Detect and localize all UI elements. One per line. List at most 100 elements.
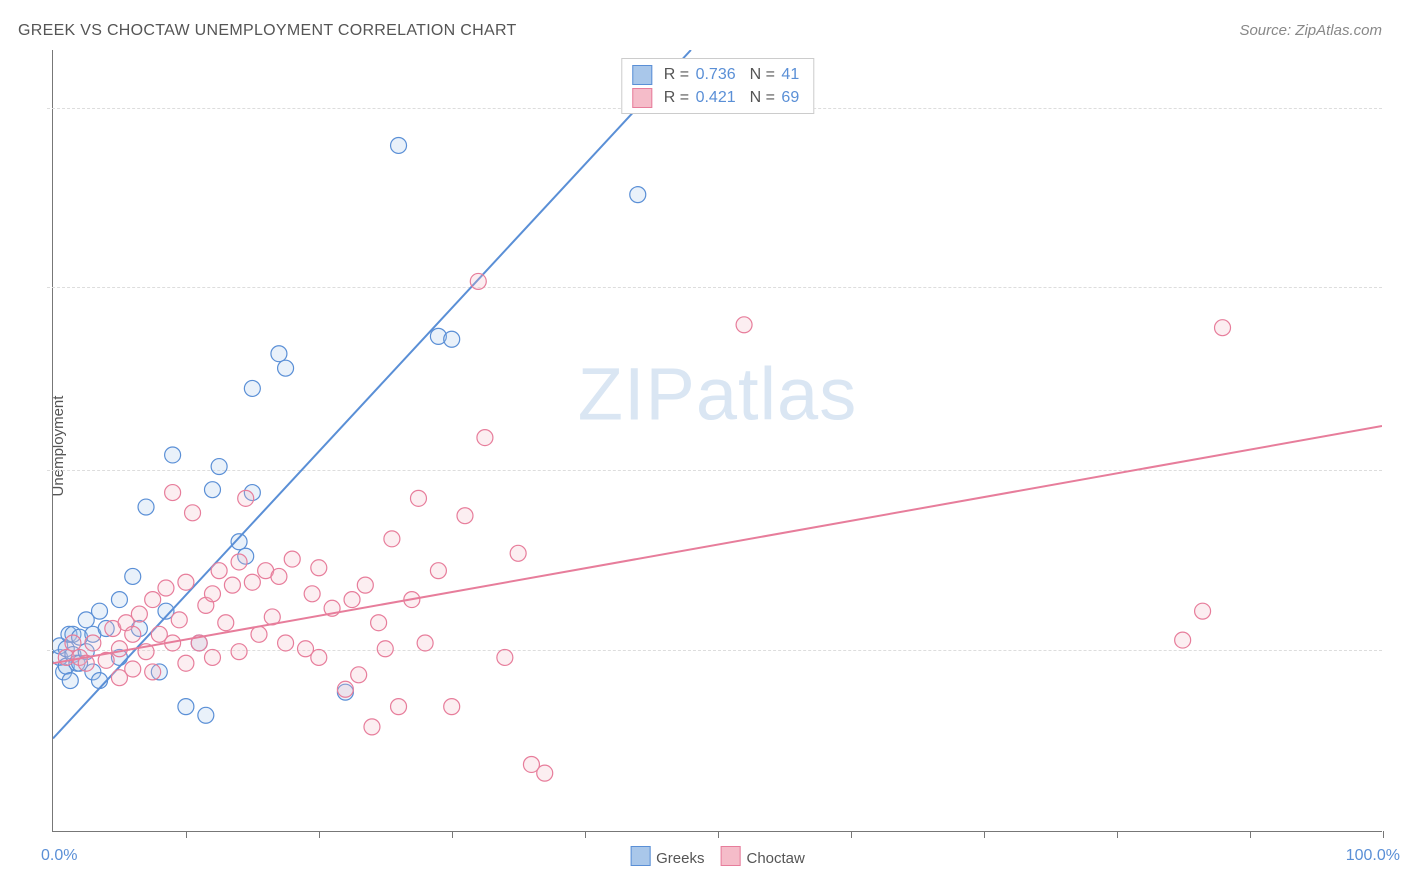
data-point-choctaw — [1215, 320, 1231, 336]
x-tick — [984, 831, 985, 838]
data-point-choctaw — [371, 615, 387, 631]
data-point-choctaw — [231, 554, 247, 570]
data-point-choctaw — [510, 545, 526, 561]
data-point-choctaw — [178, 574, 194, 590]
data-point-choctaw — [131, 606, 147, 622]
data-point-greeks — [391, 137, 407, 153]
data-point-choctaw — [211, 563, 227, 579]
regression-line-greeks — [53, 50, 691, 738]
scatter-plot: ZIPatlas R = 0.736 N = 41 R = 0.421 N = … — [52, 50, 1382, 832]
data-point-choctaw — [224, 577, 240, 593]
data-point-greeks — [211, 459, 227, 475]
data-point-choctaw — [185, 505, 201, 521]
data-point-choctaw — [384, 531, 400, 547]
data-point-choctaw — [357, 577, 373, 593]
data-point-choctaw — [218, 615, 234, 631]
data-point-choctaw — [311, 649, 327, 665]
data-point-choctaw — [278, 635, 294, 651]
data-point-choctaw — [337, 681, 353, 697]
data-point-greeks — [165, 447, 181, 463]
data-point-choctaw — [344, 592, 360, 608]
x-tick — [1383, 831, 1384, 838]
data-point-choctaw — [351, 667, 367, 683]
swatch-greeks-icon — [630, 846, 650, 866]
data-point-choctaw — [231, 644, 247, 660]
data-point-greeks — [92, 673, 108, 689]
stats-row-greeks: R = 0.736 N = 41 — [632, 63, 801, 86]
x-tick — [585, 831, 586, 838]
data-point-choctaw — [111, 641, 127, 657]
data-point-choctaw — [477, 430, 493, 446]
data-point-choctaw — [145, 664, 161, 680]
data-point-greeks — [278, 360, 294, 376]
data-point-choctaw — [271, 568, 287, 584]
x-tick — [1250, 831, 1251, 838]
data-point-choctaw — [244, 574, 260, 590]
data-point-choctaw — [204, 586, 220, 602]
data-point-choctaw — [417, 635, 433, 651]
data-point-choctaw — [85, 635, 101, 651]
data-point-choctaw — [410, 490, 426, 506]
data-point-greeks — [204, 482, 220, 498]
legend-item-choctaw: Choctaw — [721, 846, 805, 867]
data-point-choctaw — [311, 560, 327, 576]
y-tick-label: 25.0% — [1392, 99, 1406, 117]
x-tick — [718, 831, 719, 838]
x-tick — [851, 831, 852, 838]
legend: Greeks Choctaw — [630, 846, 805, 867]
data-point-greeks — [198, 707, 214, 723]
source-attribution: Source: ZipAtlas.com — [1239, 22, 1382, 39]
data-point-greeks — [244, 380, 260, 396]
data-point-choctaw — [470, 273, 486, 289]
data-point-choctaw — [145, 592, 161, 608]
data-point-choctaw — [537, 765, 553, 781]
data-point-greeks — [271, 346, 287, 362]
data-point-choctaw — [364, 719, 380, 735]
data-point-choctaw — [497, 649, 513, 665]
data-point-choctaw — [430, 563, 446, 579]
x-tick — [452, 831, 453, 838]
data-point-greeks — [138, 499, 154, 515]
data-point-choctaw — [736, 317, 752, 333]
data-point-choctaw — [204, 649, 220, 665]
data-point-choctaw — [1195, 603, 1211, 619]
data-point-greeks — [630, 187, 646, 203]
data-point-greeks — [92, 603, 108, 619]
data-point-choctaw — [165, 485, 181, 501]
data-point-greeks — [125, 568, 141, 584]
x-axis-max-label: 100.0% — [1346, 847, 1400, 865]
data-point-choctaw — [125, 626, 141, 642]
data-point-choctaw — [65, 635, 81, 651]
stats-row-choctaw: R = 0.421 N = 69 — [632, 86, 801, 109]
data-point-choctaw — [391, 699, 407, 715]
data-point-choctaw — [284, 551, 300, 567]
data-point-choctaw — [304, 586, 320, 602]
swatch-choctaw-icon — [721, 846, 741, 866]
y-tick-label: 18.8% — [1392, 278, 1406, 296]
data-point-choctaw — [1175, 632, 1191, 648]
y-tick-label: 6.3% — [1392, 641, 1406, 659]
x-tick — [319, 831, 320, 838]
y-tick-label: 12.5% — [1392, 461, 1406, 479]
legend-item-greeks: Greeks — [630, 846, 704, 867]
x-axis-min-label: 0.0% — [41, 847, 77, 865]
x-tick — [1117, 831, 1118, 838]
data-point-choctaw — [457, 508, 473, 524]
data-point-choctaw — [444, 699, 460, 715]
regression-line-choctaw — [53, 426, 1382, 663]
data-point-choctaw — [171, 612, 187, 628]
data-point-choctaw — [238, 490, 254, 506]
data-point-greeks — [111, 592, 127, 608]
data-point-choctaw — [125, 661, 141, 677]
data-point-choctaw — [251, 626, 267, 642]
data-point-choctaw — [377, 641, 393, 657]
data-point-choctaw — [178, 655, 194, 671]
data-point-greeks — [231, 534, 247, 550]
x-tick — [186, 831, 187, 838]
data-point-greeks — [444, 331, 460, 347]
data-point-greeks — [178, 699, 194, 715]
swatch-greeks-icon — [632, 65, 652, 85]
data-point-greeks — [62, 673, 78, 689]
chart-title: GREEK VS CHOCTAW UNEMPLOYMENT CORRELATIO… — [18, 22, 517, 40]
swatch-choctaw-icon — [632, 88, 652, 108]
